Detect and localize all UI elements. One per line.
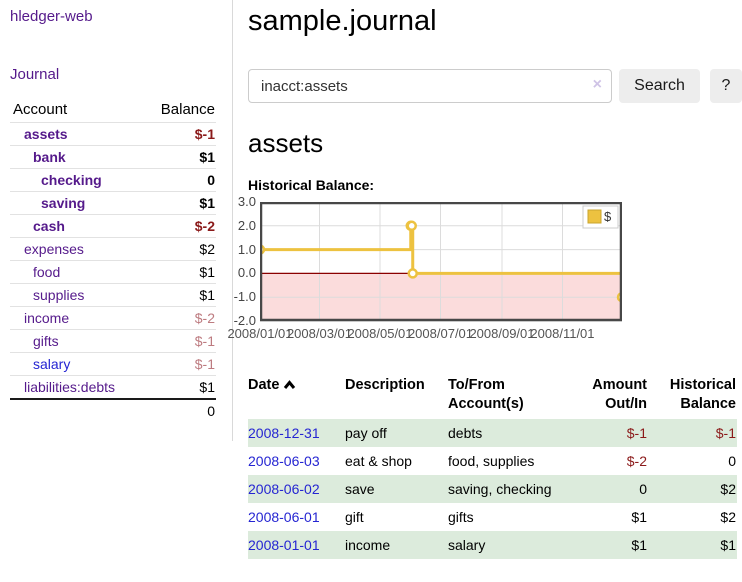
account-row-supplies: supplies $1 bbox=[10, 283, 216, 307]
help-button[interactable]: ? bbox=[710, 69, 742, 103]
account-row-assets: assets $-1 bbox=[10, 122, 216, 146]
chart-y-axis-labels: 3.0 2.0 1.0 0.0 -1.0 -2.0 bbox=[233, 194, 256, 328]
transaction-date-link[interactable]: 2008-01-01 bbox=[248, 537, 320, 553]
account-total-row: 0 bbox=[10, 398, 216, 422]
transaction-description: income bbox=[345, 537, 391, 553]
transactions-table: Date Description To/From Account(s) Amou… bbox=[248, 373, 737, 559]
account-link-bank[interactable]: bank bbox=[33, 149, 66, 165]
balance-column-header: Balance bbox=[160, 101, 215, 118]
account-link-cash[interactable]: cash bbox=[33, 218, 65, 234]
account-link-food[interactable]: food bbox=[33, 264, 61, 280]
transaction-amount: $1 bbox=[631, 537, 647, 553]
transaction-accounts: gifts bbox=[448, 509, 474, 525]
transaction-description: save bbox=[345, 481, 375, 497]
amount-column-header: Amount Out/In bbox=[592, 377, 647, 412]
transaction-date-link[interactable]: 2008-12-31 bbox=[248, 425, 320, 441]
account-balance: $1 bbox=[142, 375, 216, 399]
account-balance: 0 bbox=[142, 168, 216, 192]
search-form: × Search ? bbox=[248, 69, 742, 103]
account-link-expenses[interactable]: expenses bbox=[24, 241, 84, 257]
account-heading: assets bbox=[248, 128, 324, 158]
account-balance: $-1 bbox=[142, 352, 216, 376]
account-balance: $-2 bbox=[142, 306, 216, 330]
transaction-description: gift bbox=[345, 509, 364, 525]
date-column-header[interactable]: Date bbox=[248, 373, 345, 419]
account-row-checking: checking 0 bbox=[10, 168, 216, 192]
sidebar-item-journal[interactable]: Journal bbox=[10, 66, 60, 83]
account-row-cash: cash $-2 bbox=[10, 214, 216, 238]
page-title: sample.journal bbox=[248, 5, 437, 37]
transaction-accounts: food, supplies bbox=[448, 453, 535, 469]
transaction-row: 2008-06-02 save saving, checking 0 $2 bbox=[248, 475, 737, 503]
clear-search-icon[interactable]: × bbox=[592, 76, 602, 93]
transaction-description: pay off bbox=[345, 425, 387, 441]
account-link-supplies[interactable]: supplies bbox=[33, 287, 85, 303]
account-row-saving: saving $1 bbox=[10, 191, 216, 215]
account-row-income: income $-2 bbox=[10, 306, 216, 330]
sidebar: hledger-web Journal Account Balance asse… bbox=[0, 0, 233, 582]
account-balance: $-1 bbox=[142, 329, 216, 353]
account-row-bank: bank $1 bbox=[10, 145, 216, 169]
account-link-saving[interactable]: saving bbox=[41, 195, 86, 211]
description-column-header: Description bbox=[345, 377, 425, 393]
transaction-amount: $-2 bbox=[626, 453, 647, 469]
transaction-date-link[interactable]: 2008-06-02 bbox=[248, 481, 320, 497]
account-link-assets[interactable]: assets bbox=[24, 126, 68, 142]
transaction-amount: $-1 bbox=[626, 425, 647, 441]
chart-title: Historical Balance: bbox=[248, 177, 375, 193]
account-column-header: To/From Account(s) bbox=[448, 377, 524, 412]
transaction-row: 2008-06-01 gift gifts $1 $2 bbox=[248, 503, 737, 531]
transaction-balance: $-1 bbox=[715, 425, 736, 441]
account-column-header: Account bbox=[13, 101, 68, 118]
transaction-amount: 0 bbox=[639, 481, 647, 497]
account-link-liabilities-debts[interactable]: liabilities:debts bbox=[24, 379, 116, 395]
historical-balance-chart: 3.0 2.0 1.0 0.0 -1.0 -2.0 $ 2008/01/01 2008/03… bbox=[227, 194, 742, 348]
account-balance: $1 bbox=[142, 260, 216, 284]
search-button[interactable]: Search bbox=[619, 69, 700, 103]
account-table-header: Account Balance bbox=[10, 98, 216, 123]
transaction-balance: 0 bbox=[728, 453, 736, 469]
transaction-balance: $1 bbox=[720, 537, 736, 553]
account-balance: $2 bbox=[142, 237, 216, 261]
transaction-accounts: saving, checking bbox=[448, 481, 552, 497]
transaction-row: 2008-06-03 eat & shop food, supplies $-2… bbox=[248, 447, 737, 475]
transaction-balance: $2 bbox=[720, 481, 736, 497]
search-input[interactable] bbox=[248, 69, 612, 103]
main-content: sample.journal × Search ? assets Histori… bbox=[227, 0, 742, 582]
transaction-date-link[interactable]: 2008-06-01 bbox=[248, 509, 320, 525]
account-balance: $1 bbox=[142, 191, 216, 215]
transactions-table-header: Date Description To/From Account(s) Amou… bbox=[248, 373, 737, 419]
transaction-row: 2008-01-01 income salary $1 $1 bbox=[248, 531, 737, 559]
account-row-gifts: gifts $-1 bbox=[10, 329, 216, 353]
account-row-salary: salary $-1 bbox=[10, 352, 216, 376]
account-total-balance: 0 bbox=[142, 398, 216, 422]
account-row-liabilities-debts: liabilities:debts $1 bbox=[10, 375, 216, 399]
account-link-checking[interactable]: checking bbox=[41, 172, 102, 188]
account-balance: $1 bbox=[142, 283, 216, 307]
chart-plot-area: $ bbox=[260, 202, 622, 322]
balance-column-header: Historical Balance bbox=[669, 377, 736, 412]
transaction-balance: $2 bbox=[720, 509, 736, 525]
transaction-date-link[interactable]: 2008-06-03 bbox=[248, 453, 320, 469]
svg-text:$: $ bbox=[604, 209, 612, 224]
app-title-link[interactable]: hledger-web bbox=[10, 8, 93, 25]
account-row-food: food $1 bbox=[10, 260, 216, 284]
sort-ascending-icon bbox=[283, 377, 296, 396]
account-row-expenses: expenses $2 bbox=[10, 237, 216, 261]
transaction-description: eat & shop bbox=[345, 453, 412, 469]
account-link-salary[interactable]: salary bbox=[33, 356, 71, 372]
account-link-income[interactable]: income bbox=[24, 310, 70, 326]
account-balance-table: Account Balance assets $-1 bank $1 check… bbox=[10, 98, 216, 422]
account-balance: $1 bbox=[142, 145, 216, 169]
transaction-amount: $1 bbox=[631, 509, 647, 525]
account-link-gifts[interactable]: gifts bbox=[33, 333, 59, 349]
transaction-accounts: debts bbox=[448, 425, 483, 441]
account-balance: $-2 bbox=[142, 214, 216, 238]
transaction-accounts: salary bbox=[448, 537, 486, 553]
account-balance: $-1 bbox=[142, 122, 216, 146]
transaction-row: 2008-12-31 pay off debts $-1 $-1 bbox=[248, 419, 737, 447]
